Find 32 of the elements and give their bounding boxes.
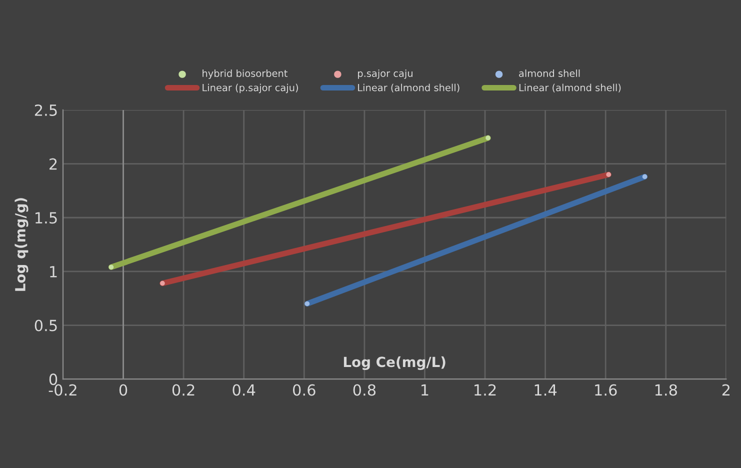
y-tick-label: 2 — [50, 158, 57, 170]
y-tick-label: 1 — [50, 266, 57, 278]
legend-label: Linear (almond shell) — [358, 84, 460, 92]
x-tick-label: 0.6 — [293, 384, 316, 396]
x-tick-label: 2 — [722, 384, 730, 396]
x-axis-title: Log Ce(mg/L) — [344, 356, 446, 370]
x-tick-label: 0.4 — [232, 384, 256, 396]
point — [486, 136, 490, 140]
x-tick-label: 0.2 — [172, 384, 194, 396]
y-tick-label: 1.5 — [36, 212, 57, 224]
y-axis-title: Log q(mg/g) — [14, 198, 28, 291]
x-tick-label: 0 — [119, 384, 128, 396]
y-tick-label: 2.5 — [34, 104, 57, 116]
legend-label: almond shell — [519, 69, 580, 78]
legend-label: hybrid biosorbent — [202, 69, 288, 79]
x-tick-label: -0.2 — [48, 384, 76, 396]
legend-label: Linear (almond shell) — [519, 84, 621, 92]
point — [642, 174, 648, 180]
legend-label: p.sajor caju — [358, 69, 412, 79]
x-tick-label: 1.4 — [534, 384, 557, 396]
x-tick-label: 1.2 — [474, 384, 496, 396]
point — [304, 301, 310, 306]
y-tick-label: 0 — [49, 374, 58, 386]
x-tick-label: 0.8 — [353, 384, 376, 396]
x-tick-label: 1.8 — [655, 384, 677, 396]
point — [108, 264, 114, 270]
x-tick-label: 1 — [422, 384, 428, 396]
y-tick-label: 0.5 — [34, 320, 57, 332]
legend-label: Linear (p.sajor caju) — [202, 84, 298, 94]
point — [606, 172, 612, 177]
x-tick-label: 1.6 — [595, 384, 617, 396]
point — [160, 280, 165, 286]
